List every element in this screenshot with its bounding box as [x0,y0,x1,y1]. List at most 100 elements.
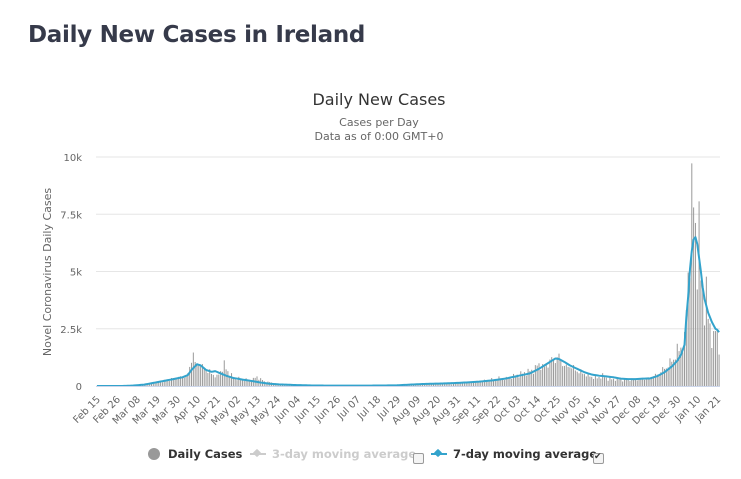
bar-daily-cases [644,379,645,386]
bar-daily-cases [709,323,711,386]
bar-daily-cases [591,376,593,386]
bar-daily-cases [443,383,445,386]
bar-daily-cases [509,377,511,386]
bar-daily-cases [265,382,267,386]
bar-daily-cases [458,383,460,386]
y-tick-label: 7.5k [60,210,82,221]
bar-daily-cases [163,379,165,386]
bar-daily-cases [212,374,214,386]
bar-daily-cases [627,379,629,386]
line-marker-icon [431,449,447,459]
bar-daily-cases [171,378,172,386]
bar-daily-cases [700,280,702,386]
legend-item-7-day-average[interactable]: 7-day moving average [431,447,597,461]
bar-daily-cases [567,366,569,386]
bar-daily-cases [205,370,207,386]
bar-daily-cases [494,378,496,386]
bar-daily-cases [452,383,454,386]
bar-daily-cases [505,376,507,386]
legend-item-3-day-average[interactable]: 3-day moving average [250,447,416,461]
bar-daily-cases [445,383,447,386]
bar-daily-cases [694,222,696,386]
bar-daily-cases [558,353,560,386]
bar-daily-cases [614,380,616,386]
y-axis-title: Novel Coronavirus Daily Cases [41,188,54,356]
bar-daily-cases [636,380,638,386]
bar-daily-cases [596,378,598,386]
bar-daily-cases [533,373,535,386]
bar-daily-cases [658,374,660,386]
bar-daily-cases [565,364,567,386]
bar-daily-cases [678,351,680,386]
bar-daily-cases [549,359,551,386]
bar-daily-cases [220,371,222,386]
bar-daily-cases [169,380,171,386]
bar-daily-cases [698,201,700,386]
bar-daily-cases [511,378,513,386]
bar-daily-cases [200,366,202,386]
bar-daily-cases [540,369,542,386]
y-tick-label: 0 [76,382,82,393]
bar-daily-cases [562,366,564,386]
bar-daily-cases [158,381,160,386]
bar-daily-cases [480,381,482,386]
bar-daily-cases [201,364,203,386]
bar-daily-cases [571,368,573,386]
bar-daily-cases [598,377,600,386]
toggle-3-day-average-checkbox[interactable] [413,453,424,464]
bar-daily-cases [665,368,667,386]
toggle-7-day-average-checkbox[interactable] [593,451,604,464]
bar-daily-cases [229,377,231,386]
bar-daily-cases [520,371,522,386]
bar-daily-cases [620,379,622,386]
bar-daily-cases [682,352,684,386]
bar-daily-cases [502,378,504,386]
bar-daily-cases [176,379,178,386]
bar-daily-cases [247,379,249,386]
bar-daily-cases [451,384,453,386]
bar-daily-cases [161,382,163,386]
bar-daily-cases [573,365,575,386]
bar-daily-cases [580,369,582,386]
bar-daily-cases [523,372,525,386]
bar-daily-cases [714,331,716,386]
bar-daily-cases [600,378,602,386]
bar-daily-cases [498,376,500,386]
bar-daily-cases [674,359,676,386]
bar-daily-cases [147,384,149,386]
bar-daily-cases [576,371,578,386]
bar-daily-cases [160,381,162,386]
bar-daily-cases [472,382,474,386]
bar-daily-cases [642,378,644,386]
bar-daily-cases [474,382,476,386]
bar-daily-cases [542,364,544,386]
bar-daily-cases [191,362,193,386]
bar-daily-cases [676,343,678,386]
bar-daily-cases [609,377,611,386]
bar-daily-cases [500,378,502,386]
bar-daily-cases [551,357,553,386]
bar-daily-cases [438,383,440,386]
bar-daily-cases [154,383,156,386]
bar-daily-cases [414,384,416,386]
bar-daily-cases [680,347,682,386]
bar-daily-cases [221,371,223,386]
bar-daily-cases [656,374,658,386]
bar-daily-cases [194,361,196,386]
bar-daily-cases [189,366,191,386]
bar-daily-cases [467,382,469,386]
bar-daily-cases [209,369,211,386]
bar-daily-cases [185,375,187,386]
bar-daily-cases [172,377,174,386]
bar-daily-cases [611,379,613,386]
bar-daily-cases [716,330,718,386]
bar-daily-cases [431,383,433,386]
bar-daily-cases [704,325,706,386]
legend-item-daily-cases[interactable]: Daily Cases [148,447,242,461]
bar-daily-cases [631,378,633,386]
bar-daily-cases [513,373,515,386]
bar-daily-cases [440,383,442,386]
bar-daily-cases [527,368,529,386]
bar-daily-cases [536,365,538,386]
bar-daily-cases [625,379,627,386]
